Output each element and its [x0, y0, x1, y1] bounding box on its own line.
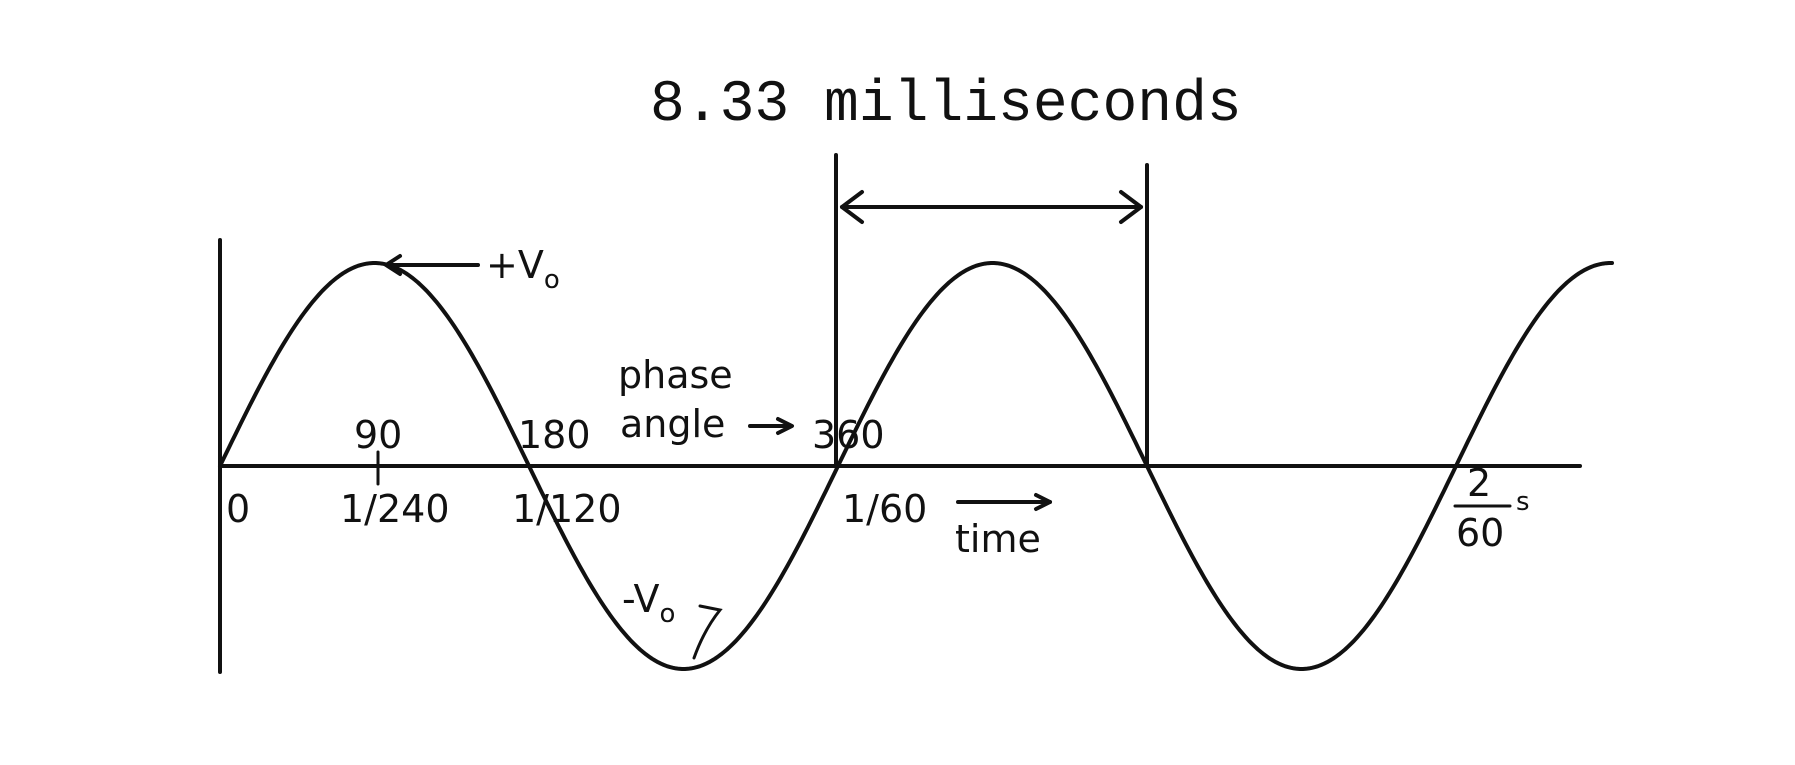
fraction-numerator: 2	[1467, 461, 1491, 505]
time-arrow-head	[1034, 493, 1052, 511]
plus-v-label: +Vo	[486, 243, 560, 295]
time-tick-0: 0	[226, 487, 250, 531]
minus-v-pointer	[692, 604, 723, 660]
phase-label-line1: phase	[618, 353, 733, 397]
time-tick-1-120: 1/120	[512, 487, 622, 531]
minus-v-label: -Vo	[622, 577, 675, 629]
sine-wave-curve	[218, 261, 1614, 671]
time-tick-1-240: 1/240	[340, 487, 450, 531]
phase-tick-90: 90	[354, 413, 402, 457]
phase-arrow-head	[776, 417, 794, 435]
phase-label-line2: angle	[620, 402, 725, 446]
duration-arrow-left-head	[840, 190, 864, 224]
seconds-unit: s	[1516, 487, 1530, 517]
duration-arrow-right-head	[1119, 190, 1143, 224]
time-tick-1-60: 1/60	[842, 487, 927, 531]
time-label: time	[955, 517, 1041, 561]
phase-tick-180: 180	[518, 413, 591, 457]
fraction-denominator: 60	[1456, 511, 1504, 555]
title: 8.33 milliseconds	[650, 73, 1242, 138]
plus-v-arrow-head	[384, 254, 402, 276]
phase-tick-360: 360	[812, 413, 885, 457]
